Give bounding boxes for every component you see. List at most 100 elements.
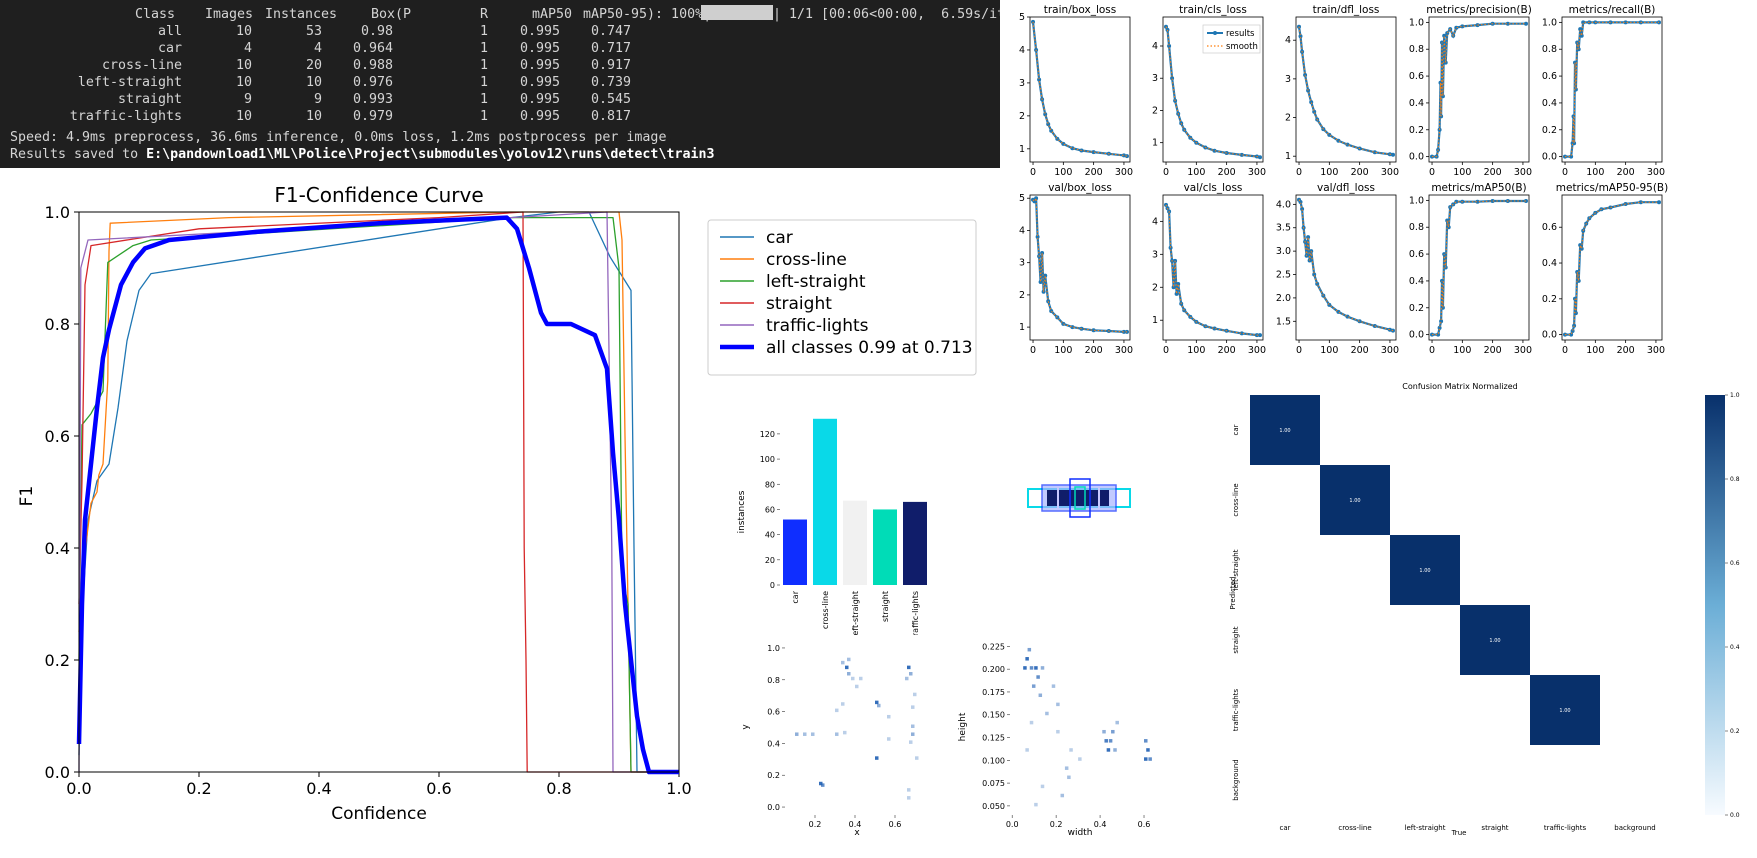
results-point (1440, 94, 1445, 99)
wh-cell (1115, 720, 1119, 725)
cm-cell-value: 1.00 (1349, 498, 1360, 504)
results-point (1336, 138, 1341, 143)
wh-xtick-label: 0.0 (1006, 820, 1019, 829)
panel-ytick-label: 0.0 (1542, 152, 1557, 163)
bar-left-straight (843, 500, 867, 585)
cm-x-label: straight (1481, 824, 1508, 832)
wh-cell (1040, 666, 1045, 670)
wh-cell (1146, 748, 1150, 752)
row-value: 0.979 (353, 109, 393, 124)
overlay-box-left-straight (1069, 478, 1091, 518)
f1-ylabel: F1 (17, 486, 37, 507)
wh-cell (1067, 775, 1071, 780)
results-point (1437, 325, 1442, 330)
bar-category-label: cross-line (821, 591, 830, 629)
results-point (1460, 24, 1465, 29)
row-class: all (158, 24, 182, 39)
panel-ytick-label: 1 (1285, 151, 1291, 162)
results-line (1297, 26, 1394, 156)
bar-ytick-label: 60 (765, 505, 775, 514)
panel-ytick-label: 5 (1019, 12, 1025, 23)
panel-frame (1428, 194, 1530, 341)
panel-ytick-label: 3 (1019, 78, 1025, 89)
header-r: R (480, 7, 488, 22)
xy-cell (795, 732, 799, 736)
xy-cell (843, 730, 847, 735)
results-point (1570, 329, 1575, 333)
xy-xlabel: x (854, 828, 860, 838)
panel-ytick-label: 3 (1019, 258, 1025, 269)
panel-title: val/dfl_loss (1317, 182, 1375, 194)
xy-cell (913, 692, 917, 697)
panel-xtick-label: 300 (1514, 167, 1532, 178)
bar-traffic-lights (903, 501, 927, 585)
panel-frame (1295, 16, 1397, 163)
row-value: 1 (480, 41, 488, 56)
results-point (1572, 323, 1577, 328)
results-point (1578, 27, 1583, 32)
panel-ytick-label: 4 (1152, 216, 1158, 227)
xy-cell (835, 708, 839, 713)
wh-cell (1148, 757, 1152, 761)
wh-ytick-label: 0.125 (982, 734, 1005, 743)
wh-cell (1106, 748, 1111, 752)
xy-cell (851, 676, 855, 681)
f1-xtick-label: 0.4 (306, 779, 331, 798)
wh-ytick-label: 0.175 (982, 688, 1005, 697)
panel-ytick-label: 0.2 (1409, 303, 1424, 314)
wh-xtick-label: 0.2 (1050, 820, 1063, 829)
xy-ytick-label: 0.2 (767, 771, 780, 780)
terminal-row-cross-line: cross-line 10 20 0.988 1 0.995 0.917 (102, 58, 631, 73)
legend-label-cross-line: cross-line (766, 250, 847, 270)
f1-series-line-left-straight (78, 216, 679, 773)
f1-ytick-label: 0.0 (45, 763, 70, 782)
smooth-line (1298, 199, 1394, 332)
xy-cell (819, 781, 823, 786)
row-value: 53 (306, 24, 322, 39)
panel-ytick-label: 2 (1285, 113, 1291, 124)
wh-cell (1029, 720, 1034, 725)
row-value: 10 (306, 109, 322, 124)
f1-ytick-label: 0.2 (45, 651, 70, 670)
panel-ytick-label: 0.0 (1542, 330, 1557, 341)
panel-xtick-label: 200 (1484, 345, 1502, 356)
panel-ytick-label: 0.8 (1409, 44, 1424, 55)
panel-ytick-label: 0.2 (1409, 125, 1424, 136)
results-point (1573, 87, 1578, 92)
saved-path: E:\pandownload1\ML\Police\Project\submod… (146, 146, 714, 162)
row-value: 0.747 (591, 24, 631, 39)
xy-ytick-label: 0.4 (767, 739, 780, 748)
panel-ytick-label: 4 (1019, 45, 1025, 56)
wh-cell (1034, 802, 1038, 807)
panel-ytick-label: 0.4 (1409, 98, 1424, 109)
xy-histogram: x y 0.2 0.4 0.6 0.0 0.2 0.4 0.6 0.8 1.0 (741, 644, 919, 838)
labels-bar-chart: instances 0 20 40 60 80 100 120 car cross-line le… (737, 418, 927, 635)
results-point (1657, 200, 1661, 205)
xy-cell (907, 665, 911, 670)
xy-cell (847, 672, 851, 676)
panel-frame (1428, 16, 1530, 163)
panel-xtick-label: 200 (1085, 167, 1103, 178)
panel-ytick-label: 0.4 (1542, 98, 1557, 109)
f1-ytick-label: 1.0 (45, 203, 70, 222)
cm-cell-value: 1.00 (1279, 428, 1290, 434)
legend-label-all: all classes 0.99 at 0.713 (766, 338, 973, 358)
panel-ytick-label: 2 (1152, 282, 1158, 293)
wh-cell (1023, 666, 1027, 670)
results-point (1298, 34, 1303, 39)
f1-ytick-label: 0.8 (45, 315, 70, 334)
panel-xtick-label: 0 (1562, 345, 1568, 356)
results-point (1490, 199, 1495, 203)
f1-chart-title: F1-Confidence Curve (274, 183, 483, 207)
row-value: 0.988 (353, 58, 393, 73)
results-point (1035, 234, 1040, 239)
results-point (1623, 20, 1628, 25)
xy-cell (909, 672, 913, 676)
results-panel-val-cls-loss: val/cls_loss 0 100 200 300 1 2 3 4 (1152, 182, 1266, 356)
row-value: 0.98 (361, 24, 393, 39)
xy-cell (859, 676, 863, 681)
wh-xtick-label: 0.6 (1138, 820, 1151, 829)
speed-line: Speed: 4.9ms preprocess, 36.6ms inferenc… (10, 130, 666, 145)
results-point (1176, 282, 1181, 286)
